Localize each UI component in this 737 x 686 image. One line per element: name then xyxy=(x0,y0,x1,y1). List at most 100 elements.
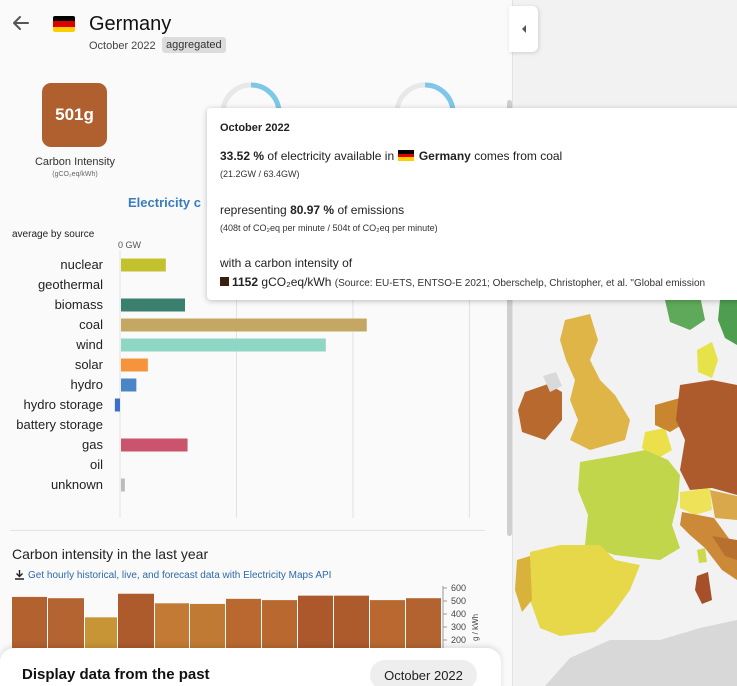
history-bar[interactable] xyxy=(155,603,189,653)
map-zone[interactable] xyxy=(665,296,705,330)
bar-nuclear[interactable] xyxy=(121,258,166,272)
date-select-button[interactable]: October 2022 xyxy=(370,660,477,686)
category-label: solar xyxy=(75,357,104,372)
section-divider xyxy=(10,530,485,531)
tooltip-ci-intro: with a carbon intensity of xyxy=(220,256,353,270)
zone-title: Germany xyxy=(89,13,172,35)
tooltip-ci-unit: gCO₂eq/kWh xyxy=(261,275,332,289)
category-label: unknown xyxy=(51,477,103,492)
average-by-source-label: average by source xyxy=(12,229,95,240)
category-label: nuclear xyxy=(60,257,103,272)
map-zone[interactable] xyxy=(545,620,737,686)
tooltip-emis-percent: 80.97 % xyxy=(290,203,335,217)
panel-scrollbar[interactable] xyxy=(507,100,512,536)
category-label: hydro storage xyxy=(24,397,104,412)
time-controller: Display data from the past October 2022 xyxy=(0,648,501,686)
map-zone[interactable] xyxy=(515,556,532,612)
history-bar[interactable] xyxy=(118,593,154,653)
history-bar[interactable] xyxy=(262,600,297,653)
tooltip-zone: Germany xyxy=(418,149,471,163)
collapse-panel-button[interactable] xyxy=(509,6,538,52)
category-label: biomass xyxy=(55,297,104,312)
germany-flag-icon xyxy=(53,16,75,32)
history-bar[interactable] xyxy=(298,595,333,653)
map-zone[interactable] xyxy=(697,342,718,378)
tooltip-emis-text-2: of emissions xyxy=(337,203,405,217)
history-title: Carbon intensity in the last year xyxy=(12,546,209,562)
category-label: hydro xyxy=(70,377,103,392)
category-label: wind xyxy=(75,337,103,352)
bar-hydro-storage[interactable] xyxy=(114,398,120,412)
tooltip-share-text-1: of electricity available in xyxy=(267,149,395,163)
carbon-intensity-history-chart: 600 500 400 300 200 g / kWh xyxy=(12,583,480,653)
aggregated-badge: aggregated xyxy=(162,37,226,53)
bar-unknown[interactable] xyxy=(121,478,125,492)
tooltip-share-detail: (21.2GW / 63.4GW) xyxy=(220,169,300,179)
map-zone[interactable] xyxy=(680,488,712,515)
map-zone[interactable] xyxy=(680,512,737,580)
tooltip-emis-text-1: representing xyxy=(220,203,287,217)
y-tick-label: 500 xyxy=(451,596,466,606)
carbon-intensity-label: Carbon Intensity xyxy=(34,156,116,168)
map-zone[interactable] xyxy=(560,314,630,450)
tooltip-date: October 2022 xyxy=(220,122,290,134)
history-bar[interactable] xyxy=(12,596,47,653)
germany-flag-icon xyxy=(398,150,415,161)
category-label: coal xyxy=(79,317,103,332)
y-tick-label: 200 xyxy=(451,635,466,645)
history-bar[interactable] xyxy=(48,598,84,653)
electricity-breakdown-heading[interactable]: Electricity c xyxy=(128,195,201,210)
map-zone[interactable] xyxy=(712,536,737,560)
tooltip-ci-source: (Source: EU-ETS, ENTSO-E 2021; Oberschel… xyxy=(334,278,706,289)
tooltip-emis-detail: (408t of CO₂eq per minute / 504t of CO₂e… xyxy=(220,223,438,233)
tooltip-share-line: 33.52 % of electricity available in Germ… xyxy=(220,149,562,163)
map-zone[interactable] xyxy=(718,298,737,345)
map-zone[interactable] xyxy=(518,384,562,440)
map-zone[interactable] xyxy=(543,372,562,392)
tooltip-ci-line: 1152 gCO₂eq/kWh (Source: EU-ETS, ENTSO-E… xyxy=(220,275,705,289)
history-bar[interactable] xyxy=(406,598,441,653)
map-zone[interactable] xyxy=(530,545,640,636)
map-zone[interactable] xyxy=(676,380,737,495)
x-tick-label: 0 GW xyxy=(118,240,142,250)
zone-details-panel: Germany October 2022 aggregated 501g Car… xyxy=(10,0,513,686)
tooltip-share-text-2: comes from coal xyxy=(474,149,563,163)
y-unit-label: g / kWh xyxy=(471,614,480,641)
category-label: geothermal xyxy=(38,277,103,292)
history-bar[interactable] xyxy=(226,598,261,653)
bar-gas[interactable] xyxy=(121,438,188,452)
tooltip-share-percent: 33.52 % xyxy=(220,149,265,163)
back-arrow-icon[interactable] xyxy=(10,12,32,34)
map-zone[interactable] xyxy=(697,548,707,563)
download-icon xyxy=(15,570,24,580)
bar-coal[interactable] xyxy=(121,318,367,332)
caret-left-icon xyxy=(521,25,526,33)
past-data-title: Display data from the past xyxy=(22,666,210,683)
history-bar[interactable] xyxy=(85,617,117,653)
bar-biomass[interactable] xyxy=(121,298,185,312)
history-bar[interactable] xyxy=(190,603,225,653)
history-bar[interactable] xyxy=(370,600,405,653)
category-label: gas xyxy=(82,437,103,452)
tooltip-ci-value: 1152 xyxy=(232,275,259,289)
carbon-color-swatch xyxy=(220,277,229,286)
bar-hydro[interactable] xyxy=(121,378,137,392)
zone-date: October 2022 xyxy=(89,40,156,52)
bar-solar[interactable] xyxy=(121,358,148,372)
map-zone[interactable] xyxy=(578,450,680,560)
map-zone[interactable] xyxy=(710,490,737,520)
category-label: battery storage xyxy=(16,417,103,432)
history-bar[interactable] xyxy=(334,595,369,653)
api-download-link[interactable]: Get hourly historical, live, and forecas… xyxy=(14,569,331,581)
production-breakdown-chart: 0 GW nuclear geothermal biomass coal wind sola… xyxy=(16,240,470,518)
breakdown-tooltip: October 2022 33.52 % of electricity avai… xyxy=(207,108,737,300)
carbon-intensity-value: 501g xyxy=(42,83,107,147)
category-label: oil xyxy=(90,457,103,472)
carbon-intensity-unit: (gCO₂eq/kWh) xyxy=(52,171,98,178)
api-download-text: Get hourly historical, live, and forecas… xyxy=(28,570,332,581)
map-zone[interactable] xyxy=(695,572,712,604)
bar-wind[interactable] xyxy=(121,338,326,352)
tooltip-emissions-line: representing 80.97 % of emissions xyxy=(220,203,404,217)
y-tick-label: 400 xyxy=(451,609,466,619)
y-tick-label: 300 xyxy=(451,622,466,632)
